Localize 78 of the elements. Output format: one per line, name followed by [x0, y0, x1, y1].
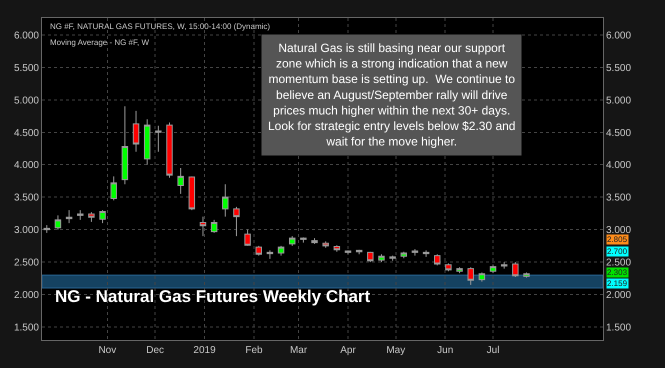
- candlestick: [54, 214, 62, 230]
- y-tick-label: 2.500: [14, 258, 40, 269]
- y2-tick-label: 3.500: [606, 192, 632, 204]
- candlestick: [367, 251, 374, 263]
- candlestick: [400, 251, 408, 259]
- candlestick: [155, 125, 162, 152]
- y2-tick-label: 5.500: [606, 62, 632, 74]
- y-tick-label: 3.000: [14, 225, 40, 236]
- candlestick: [88, 212, 95, 222]
- candlestick: [512, 262, 519, 278]
- y-tick-label: 2.000: [14, 290, 40, 302]
- x-tick-label: Apr: [340, 345, 356, 356]
- y2-tick-label: 4.000: [606, 160, 632, 172]
- candlestick: [132, 110, 140, 152]
- candlestick: [77, 210, 84, 220]
- candlestick: [456, 266, 463, 274]
- y2-tick-label: 2.500: [606, 258, 632, 269]
- y-tick-label: 6.000: [14, 30, 40, 42]
- candlestick: [44, 224, 50, 234]
- y2-tick-label: 2.000: [606, 290, 632, 302]
- y2-tick-label: 1.500: [606, 322, 632, 334]
- text: 2.805: [607, 235, 628, 244]
- candlestick: [288, 236, 296, 246]
- annotation: NG #F, NATURAL GAS FUTURES, W, 15:00-14:00 (Dynamic): [50, 22, 270, 31]
- x-tick-label: Dec: [146, 345, 164, 356]
- x-tick-label: May: [386, 345, 406, 356]
- text: 2.700: [607, 247, 628, 256]
- candlestick: [467, 266, 474, 286]
- annotation: Natural Gas is still basing near our support zone which is a strong indication that a new momentum base is setting up. We continue to believe an August/September rally will drive prices much higher within the next 30+ days. Look for strategic entry levels below $2.30 and wait for the move higher.: [268, 41, 516, 149]
- x-tick-label: Nov: [98, 345, 116, 356]
- y-tick-label: 1.500: [14, 322, 40, 334]
- candlestick: [334, 244, 340, 252]
- candlestick: [311, 238, 318, 244]
- y-tick-label: 5.500: [14, 62, 40, 74]
- text: 2.303: [607, 268, 628, 277]
- candlestick: [278, 245, 284, 256]
- candlestick: [490, 264, 496, 274]
- candlestick: [233, 206, 240, 237]
- candlestick: [200, 216, 206, 237]
- y-tick-label: 5.000: [14, 95, 40, 106]
- annotation: Moving Average - NG #F, W: [50, 38, 150, 47]
- candlestick: [478, 272, 486, 282]
- x-tick-label: 2019: [193, 345, 216, 356]
- candlestick: [266, 250, 274, 260]
- x-tick-label: Jun: [437, 345, 454, 356]
- candlestick: [256, 245, 262, 256]
- candlestick: [445, 262, 452, 272]
- y-tick-label: 3.500: [14, 192, 40, 204]
- candlestick: [434, 254, 440, 266]
- candlestick: [177, 167, 184, 194]
- candlestick: [244, 229, 251, 246]
- candlestick: [122, 106, 128, 185]
- candlestick: [344, 250, 352, 255]
- text: NG - Natural Gas Futures Weekly Chart: [55, 287, 371, 306]
- candlestick: [378, 254, 385, 263]
- y2-tick-label: 5.000: [606, 95, 632, 106]
- candlestick: [500, 262, 508, 270]
- candlestick: [422, 250, 430, 258]
- y-tick-label: 4.000: [14, 160, 40, 172]
- text: 2.159: [607, 279, 628, 288]
- candlestick: [222, 184, 229, 218]
- x-tick-label: Feb: [245, 345, 264, 356]
- candlestick: [188, 176, 196, 211]
- candlestick: [322, 240, 329, 248]
- y2-tick-label: 3.000: [606, 225, 632, 236]
- candlestick: [166, 122, 173, 178]
- candlestick: [66, 210, 72, 224]
- y2-tick-label: 4.500: [606, 128, 632, 139]
- x-tick-label: Mar: [290, 345, 308, 356]
- candlestick: [300, 236, 307, 244]
- y2-tick-label: 6.000: [606, 30, 632, 42]
- candlestick: [110, 176, 117, 201]
- candlestick: [210, 219, 218, 234]
- candlestick: [99, 210, 106, 224]
- x-tick-label: Jul: [486, 345, 500, 356]
- candlestick: [412, 248, 418, 256]
- candlestick: [144, 118, 150, 166]
- y-tick-label: 4.500: [14, 128, 40, 139]
